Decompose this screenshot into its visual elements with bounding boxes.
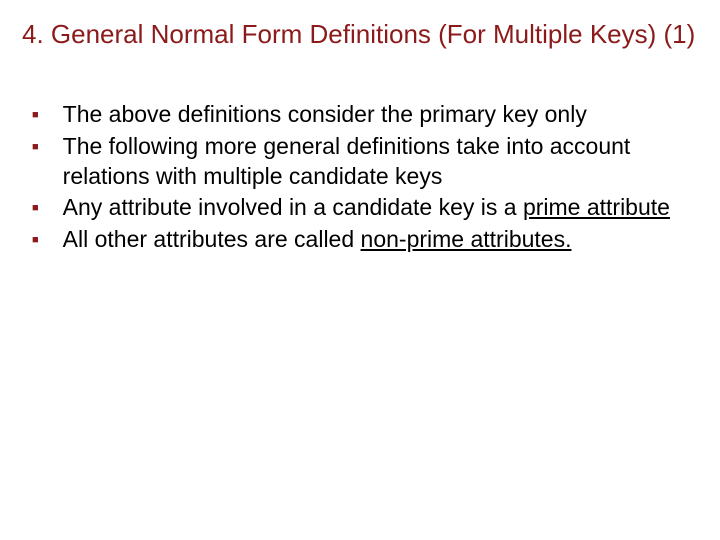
bullet-text: Any attribute involved in a candidate ke…	[63, 193, 670, 223]
list-item: ■ All other attributes are called non-pr…	[32, 225, 698, 255]
bullet-icon: ■	[32, 109, 39, 121]
bullet-icon: ■	[32, 234, 39, 246]
text-plain: All other attributes are called	[63, 226, 361, 252]
text-underlined: prime attribute	[523, 194, 670, 220]
slide-content: ■ The above definitions consider the pri…	[22, 100, 698, 255]
list-item: ■ The above definitions consider the pri…	[32, 100, 698, 130]
bullet-text: The following more general definitions t…	[63, 132, 698, 192]
text-underlined: non-prime attributes.	[361, 226, 572, 252]
slide-title: 4. General Normal Form Definitions (For …	[22, 18, 698, 52]
bullet-icon: ■	[32, 202, 39, 214]
list-item: ■ The following more general definitions…	[32, 132, 698, 192]
bullet-text: All other attributes are called non-prim…	[63, 225, 572, 255]
bullet-icon: ■	[32, 141, 39, 153]
list-item: ■ Any attribute involved in a candidate …	[32, 193, 698, 223]
text-plain: Any attribute involved in a candidate ke…	[63, 194, 523, 220]
bullet-text: The above definitions consider the prima…	[63, 100, 587, 130]
